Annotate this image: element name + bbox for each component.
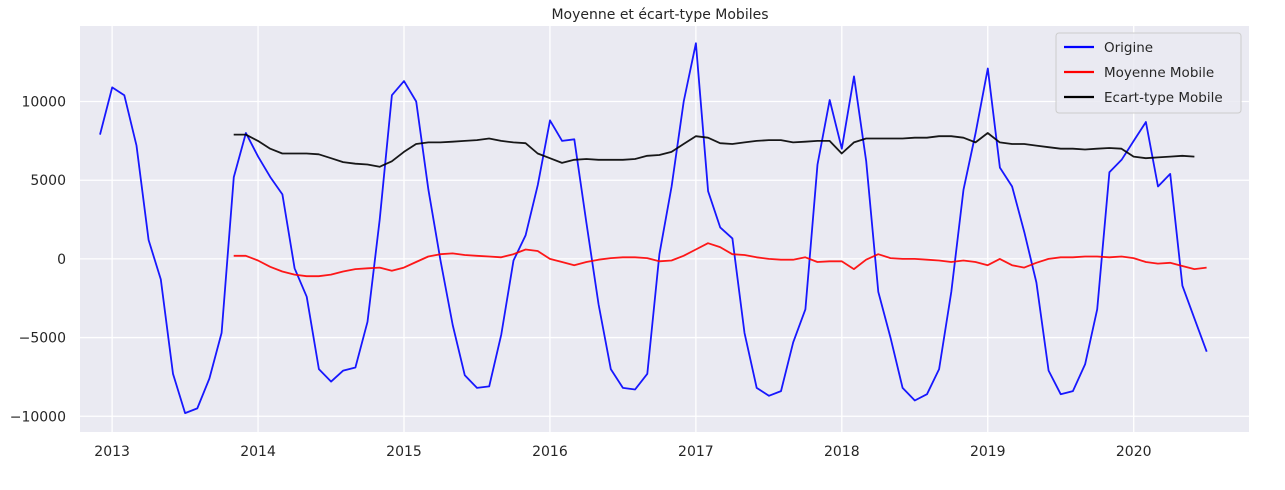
x-tick-label: 2013 bbox=[94, 444, 130, 460]
x-tick-label: 2017 bbox=[678, 444, 714, 460]
y-tick-label: −10000 bbox=[10, 409, 66, 425]
series-line-moyenne-mobile bbox=[233, 242, 1207, 278]
y-tick-label: 0 bbox=[57, 252, 66, 268]
axes: 2013 2014 2015 2016 2017 2018 2019 2020 −10000 −5… bbox=[10, 95, 1152, 460]
y-tick-label: −5000 bbox=[19, 331, 66, 347]
legend-box bbox=[1055, 32, 1242, 114]
legend: Origine Moyenne Mobile Ecart-type Mobile bbox=[1055, 32, 1242, 114]
legend-label-ecart-type-mobile: Ecart-type Mobile bbox=[1104, 90, 1223, 106]
y-tick-label: 10000 bbox=[21, 95, 66, 111]
series-line-ecart-type-mobile bbox=[233, 132, 1195, 168]
x-tick-label: 2016 bbox=[532, 444, 568, 460]
legend-label-origine: Origine bbox=[1104, 40, 1153, 56]
x-tick-label: 2014 bbox=[240, 444, 276, 460]
x-tick-label: 2020 bbox=[1116, 444, 1152, 460]
series-line-origine bbox=[99, 42, 1208, 415]
series-group bbox=[99, 42, 1208, 415]
x-tick-label: 2015 bbox=[386, 444, 422, 460]
y-tick-label: 5000 bbox=[30, 173, 66, 189]
x-tick-label: 2018 bbox=[824, 444, 860, 460]
legend-label-moyenne-mobile: Moyenne Mobile bbox=[1104, 65, 1214, 81]
chart-title: Moyenne et écart-type Mobiles bbox=[551, 7, 768, 23]
x-tick-label: 2019 bbox=[970, 444, 1006, 460]
